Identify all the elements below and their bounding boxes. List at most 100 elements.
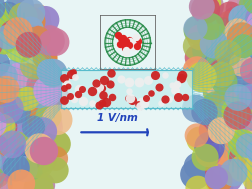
Point [233, 33, 237, 36]
Point [206, 1, 210, 4]
Point [137, 80, 141, 83]
Point [250, 69, 252, 72]
Point [90, 102, 94, 105]
Point [220, 28, 224, 31]
Point [38, 115, 42, 118]
Point [30, 117, 35, 120]
Point [8, 110, 12, 113]
Point [53, 169, 57, 172]
Point [215, 156, 219, 159]
Text: 1 V/nm: 1 V/nm [97, 113, 138, 123]
Point [100, 93, 104, 96]
Point [96, 86, 100, 89]
Point [221, 100, 225, 103]
Point [143, 97, 147, 100]
Point [4, 159, 8, 162]
Point [3, 75, 7, 78]
Point [72, 98, 76, 101]
Point [195, 187, 199, 189]
Point [15, 144, 19, 147]
Point [239, 142, 243, 145]
Point [216, 75, 220, 78]
Point [29, 84, 34, 87]
Point [32, 64, 36, 67]
Point [0, 28, 4, 31]
Point [206, 153, 210, 156]
Point [69, 72, 73, 75]
Point [76, 93, 80, 96]
Point [235, 114, 239, 117]
Point [11, 32, 15, 35]
Point [200, 165, 204, 168]
Point [173, 88, 177, 91]
Point [9, 19, 13, 22]
Point [93, 82, 98, 85]
Point [197, 138, 201, 141]
Point [247, 129, 251, 132]
Point [240, 95, 244, 98]
Point [244, 24, 248, 27]
Point [148, 91, 152, 94]
Point [31, 126, 35, 129]
Point [162, 98, 166, 101]
Point [40, 184, 44, 187]
Point [219, 176, 223, 179]
Point [203, 25, 207, 28]
Point [46, 89, 50, 92]
Point [240, 71, 244, 74]
Point [163, 74, 167, 77]
Point [225, 52, 229, 55]
Point [207, 146, 211, 149]
Point [0, 160, 4, 163]
Point [193, 107, 197, 110]
Point [166, 97, 170, 100]
Point [21, 15, 25, 19]
Point [46, 121, 50, 124]
Point [39, 156, 43, 159]
Point [174, 83, 178, 86]
Point [37, 187, 41, 189]
Point [137, 104, 141, 107]
Point [38, 161, 42, 164]
Point [225, 176, 229, 179]
Point [227, 169, 231, 172]
Point [229, 63, 233, 66]
Point [68, 95, 72, 98]
Point [237, 154, 241, 157]
Point [0, 18, 4, 21]
Point [36, 37, 40, 40]
Point [195, 165, 199, 168]
Point [128, 96, 132, 99]
Point [35, 159, 39, 162]
Point [10, 163, 14, 166]
Point [41, 130, 45, 133]
Point [42, 149, 46, 153]
Point [206, 5, 210, 8]
Point [249, 142, 252, 145]
Point [227, 14, 231, 17]
Point [222, 151, 226, 154]
Point [29, 20, 33, 23]
Point [55, 118, 59, 121]
Point [226, 112, 230, 115]
Point [4, 91, 8, 94]
Point [37, 163, 41, 166]
Point [218, 184, 222, 187]
Point [178, 77, 182, 80]
Point [7, 169, 11, 172]
Point [19, 182, 23, 185]
Point [10, 170, 14, 173]
Point [245, 142, 249, 145]
Point [152, 74, 156, 77]
Point [215, 36, 219, 40]
Point [107, 83, 111, 86]
Point [14, 85, 18, 88]
Point [76, 88, 80, 91]
Point [215, 91, 219, 94]
Point [0, 89, 1, 92]
Point [23, 168, 27, 171]
Point [241, 50, 245, 53]
Point [29, 11, 33, 14]
Point [224, 85, 228, 88]
Point [220, 72, 224, 75]
